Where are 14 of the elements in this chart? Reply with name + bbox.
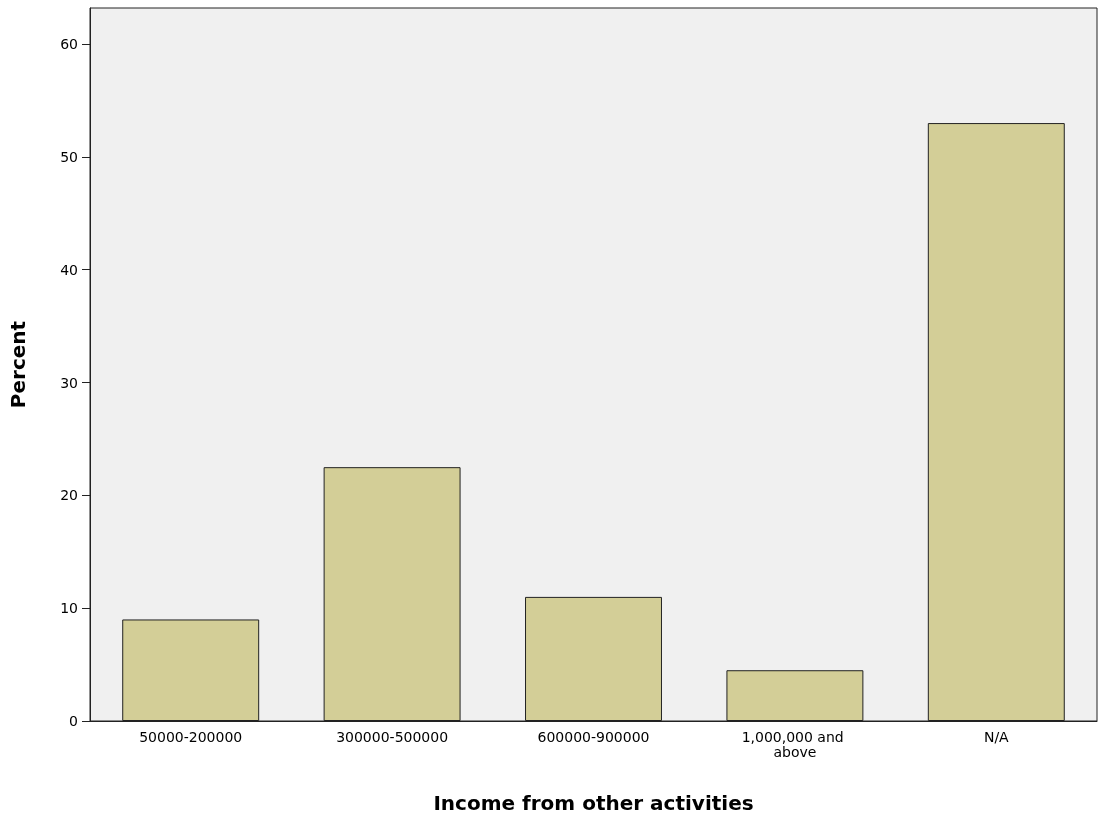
y-tick-label: 30 (60, 374, 78, 391)
x-tick-label: 50000-200000 (139, 728, 243, 745)
y-tick-label: 20 (60, 487, 78, 504)
y-axis-title: Percent (6, 320, 30, 409)
y-tick-label: 40 (60, 261, 78, 278)
x-tick-label: N/A (983, 728, 1010, 745)
x-tick-label: 600000-900000 (537, 728, 650, 745)
y-tick-label: 60 (60, 36, 78, 53)
y-tick-label: 50 (60, 148, 78, 165)
x-tick-label: 300000-500000 (336, 728, 449, 745)
y-tick-label: 0 (69, 713, 78, 729)
y-tick-label: 10 (60, 600, 78, 617)
x-tick-label: 1,000,000 and above (741, 728, 849, 760)
x-axis-title: Income from other activities (433, 791, 754, 815)
